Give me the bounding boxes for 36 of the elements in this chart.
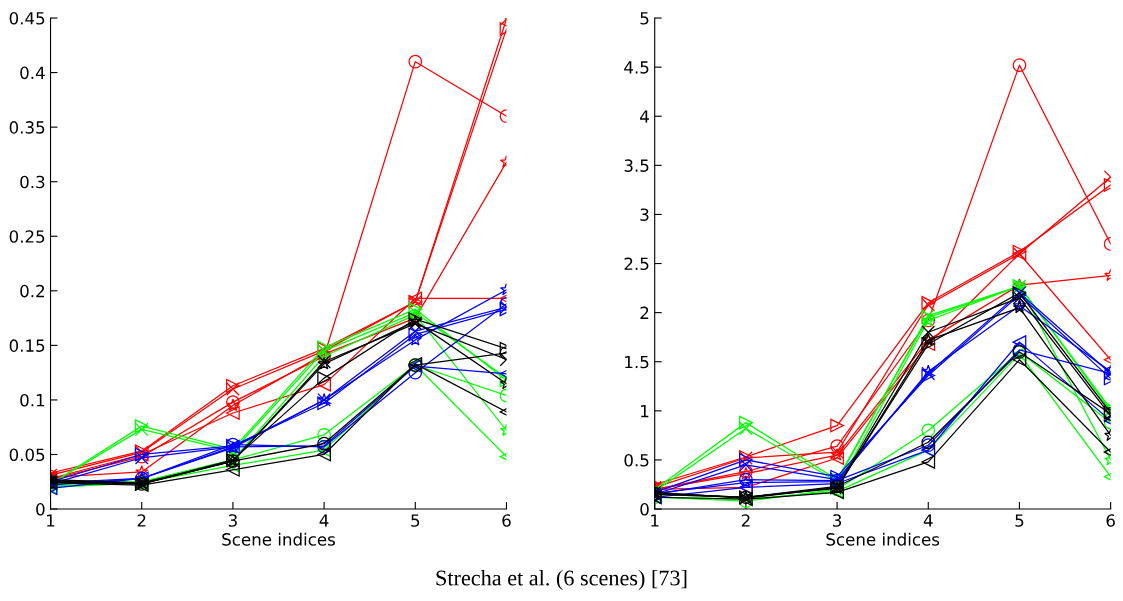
y-tick-label: 2 (640, 306, 649, 319)
x-tick-label: 6 (1106, 514, 1115, 527)
x-tick-label: 5 (411, 514, 420, 527)
x-tick-label: 3 (228, 514, 237, 527)
y-tick-label: 0 (36, 503, 45, 516)
x-tick-label: 5 (1015, 514, 1024, 527)
y-tick-label: 0.15 (9, 339, 45, 352)
x-tick-label: 2 (137, 514, 146, 527)
y-tick-label: 3.5 (624, 159, 649, 172)
y-tick-label: 0.4 (20, 66, 45, 80)
y-tick-label: 1 (641, 405, 649, 418)
x-axis-title: Scene indices (222, 532, 335, 546)
y-tick-label: 0.3 (20, 175, 45, 189)
x-tick-label: 4 (923, 514, 933, 527)
y-tick-label: 4 (640, 110, 649, 123)
y-tick-label: 0.35 (9, 121, 45, 134)
x-tick-label: 1 (651, 514, 659, 527)
y-tick-label: 0.1 (20, 393, 45, 407)
x-tick-label: 2 (741, 514, 750, 527)
y-tick-label: 4.5 (624, 61, 649, 74)
y-tick-label: 2.5 (624, 257, 649, 271)
x-tick-label: 6 (502, 514, 511, 527)
x-axis-title: Scene indices (826, 532, 940, 546)
x-tick-label: 3 (833, 514, 842, 527)
x-tick-label: 1 (47, 514, 55, 527)
y-tick-label: 0.05 (9, 448, 45, 462)
y-tick-label: 0.25 (9, 230, 45, 243)
y-tick-label: 0 (640, 503, 649, 516)
y-tick-label: 3 (640, 208, 649, 222)
y-tick-label: 0.5 (624, 453, 649, 467)
y-tick-label: 0.2 (20, 284, 45, 298)
y-tick-label: 1.5 (625, 355, 649, 369)
text: Strecha et al. (6 scenes) [73] (436, 569, 687, 591)
x-tick-label: 4 (319, 514, 329, 527)
y-tick-label: 0.45 (9, 11, 45, 25)
y-tick-label: 5 (640, 12, 649, 25)
